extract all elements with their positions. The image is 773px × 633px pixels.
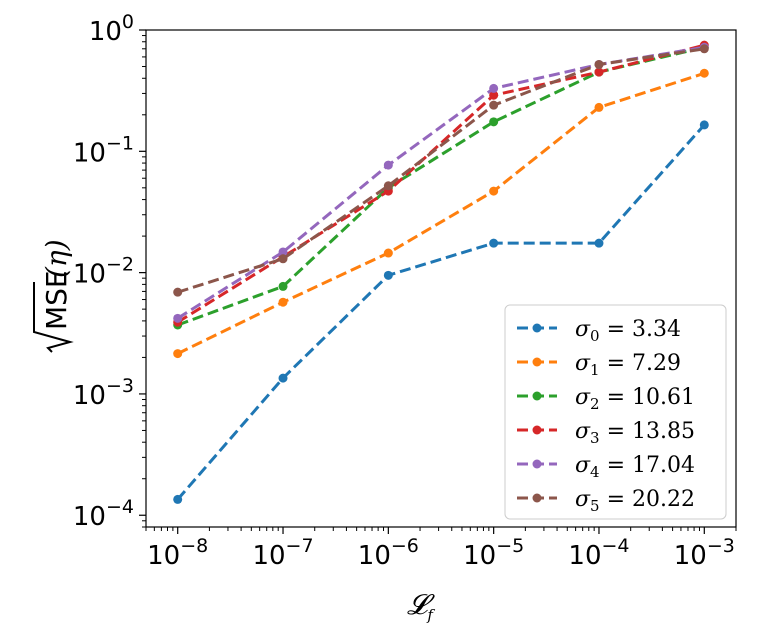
y-tick-label: 10−1 (73, 132, 134, 168)
data-point (594, 102, 604, 112)
legend-entry: σ2 = 10.61 (517, 385, 695, 413)
data-point (173, 494, 183, 504)
legend-label: σ5 = 20.22 (575, 487, 695, 515)
series-5 (173, 44, 709, 297)
legend-swatch-marker (532, 391, 542, 401)
legend-entry: σ3 = 13.85 (517, 419, 695, 447)
legend-swatch-marker (532, 459, 542, 469)
tick-layer: 10−8 10−7 10−6 10−5 10−4 10−3 10−4 10−3 10−2 10−1… (73, 11, 737, 571)
svg-text:(η): (η) (40, 239, 73, 278)
series-2 (173, 42, 709, 330)
series-3 (173, 40, 709, 327)
x-tick-label: 10−8 (147, 535, 208, 571)
y-tick-label: 10−3 (73, 375, 134, 411)
data-point (173, 313, 183, 323)
data-point (383, 160, 393, 170)
data-point (699, 68, 709, 78)
data-point (699, 44, 709, 54)
data-point (278, 281, 288, 291)
data-point (278, 297, 288, 307)
x-tick-label: 10−3 (674, 535, 735, 571)
series-line (176, 45, 705, 320)
y-axis-label: MSE (η) (33, 239, 74, 353)
x-tick-label: 10−4 (568, 535, 629, 571)
legend-swatch-marker (532, 493, 542, 503)
data-point (278, 254, 288, 264)
svg-text:MSE: MSE (40, 270, 73, 330)
x-tick-label: 10−6 (358, 535, 419, 571)
series-line (177, 47, 705, 294)
data-point (489, 117, 499, 127)
x-tick-label: 10−7 (252, 535, 313, 571)
series-layer (173, 40, 709, 504)
legend-entry: σ0 = 3.34 (517, 317, 681, 345)
legend-label: σ0 = 3.34 (575, 317, 681, 345)
series-line (177, 71, 705, 355)
data-point (594, 238, 604, 248)
data-point (489, 90, 499, 100)
data-point (489, 238, 499, 248)
data-point (173, 287, 183, 297)
data-point (383, 270, 393, 280)
x-tick-label: 10−5 (463, 535, 524, 571)
data-point (173, 349, 183, 359)
plot-area-frame (145, 29, 737, 528)
series-line (176, 123, 706, 501)
sqrt-symbol (33, 282, 74, 353)
legend-swatch-marker (532, 323, 542, 333)
data-point (594, 59, 604, 69)
data-point (699, 120, 709, 130)
data-point (489, 83, 499, 93)
legend-label: σ1 = 7.29 (575, 351, 681, 379)
legend-entry: σ4 = 17.04 (517, 453, 695, 481)
data-point (278, 373, 288, 383)
series-line (176, 43, 705, 324)
data-point (383, 181, 393, 191)
legend-label: σ3 = 13.85 (575, 419, 695, 447)
data-point (278, 247, 288, 257)
data-point (594, 67, 604, 77)
legend-swatch-marker (532, 357, 542, 367)
legend-entry: σ5 = 20.22 (517, 487, 695, 515)
series-line (177, 45, 705, 327)
legend-label: σ4 = 17.04 (575, 453, 695, 481)
data-point (489, 100, 499, 110)
series-4 (173, 42, 709, 323)
y-tick-label: 10−4 (73, 496, 134, 532)
x-axis-label: 𝓛f (407, 588, 435, 624)
series-1 (173, 68, 709, 359)
legend-entry: σ1 = 7.29 (517, 351, 681, 379)
data-point (383, 248, 393, 258)
series-0 (173, 120, 709, 504)
legend-swatch-marker (532, 425, 542, 435)
legend: σ0 = 3.34 σ1 = 7.29 σ2 = 10.61 σ3 = 13.85 σ4… (504, 304, 727, 520)
legend-label: σ2 = 10.61 (575, 385, 695, 413)
y-tick-label: 100 (89, 11, 134, 47)
y-tick-label: 10−2 (73, 254, 134, 290)
data-point (489, 186, 499, 196)
legend-box (504, 304, 727, 520)
